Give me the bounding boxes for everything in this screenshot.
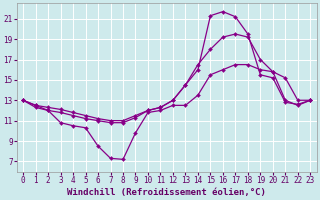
X-axis label: Windchill (Refroidissement éolien,°C): Windchill (Refroidissement éolien,°C) bbox=[67, 188, 266, 197]
